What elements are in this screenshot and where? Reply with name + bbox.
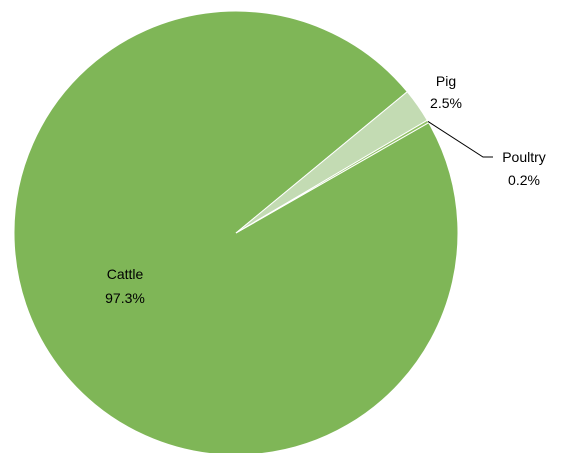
pie-slice-cattle [13, 10, 459, 453]
label-cattle-category: Cattle [107, 266, 144, 282]
label-poultry-value: 0.2% [508, 172, 540, 188]
label-cattle: Cattle 97.3% [105, 266, 145, 306]
label-pig: Pig 2.5% [430, 73, 462, 111]
label-poultry-category: Poultry [502, 149, 546, 165]
leader-line-poultry [427, 121, 493, 158]
label-pig-value: 2.5% [430, 95, 462, 111]
label-pig-category: Pig [436, 73, 456, 89]
leader-lines [427, 121, 493, 158]
pie-slices [13, 10, 459, 453]
label-poultry: Poultry 0.2% [502, 149, 546, 188]
label-cattle-value: 97.3% [105, 290, 145, 306]
